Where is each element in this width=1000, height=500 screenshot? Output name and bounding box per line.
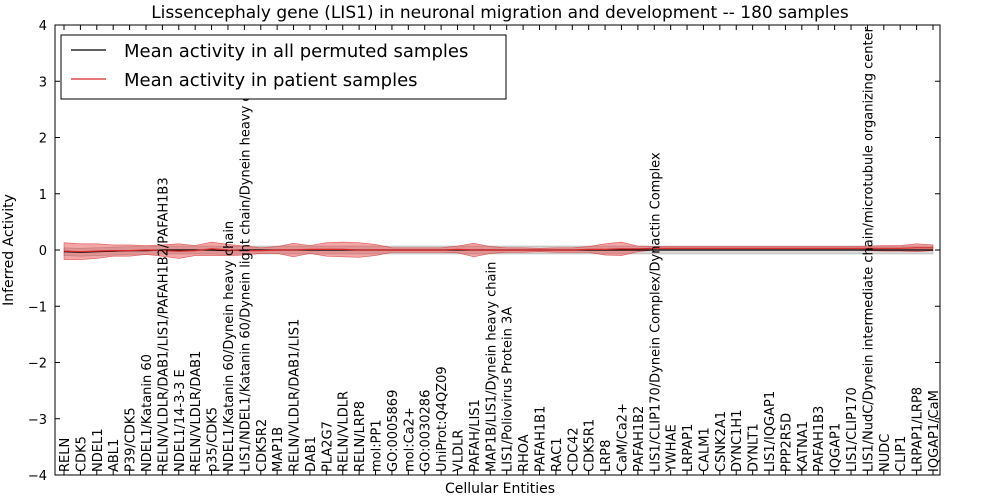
y-tick-label: 0 xyxy=(39,244,47,259)
x-tick-label: MAP1B xyxy=(271,427,286,472)
x-tick-label: VLDLR xyxy=(452,430,467,472)
x-tick-label: RELN/VLDLR/DAB1/LIS1/PAFAH1B2/PAFAH1B3 xyxy=(156,177,171,472)
x-tick-label: IQGAP1/CaM xyxy=(927,390,942,472)
series-lines xyxy=(63,247,933,253)
x-tick-label: p35/CDK5 xyxy=(206,407,221,472)
x-tick-label: PAFAH1B1 xyxy=(533,406,548,472)
x-tick-label: DAB1 xyxy=(304,436,319,472)
x-tick-label: NDEL1/Katanin 60 xyxy=(140,354,155,472)
x-tick-label: PLA2G7 xyxy=(320,421,335,472)
x-tick-label: RELN/LRP8 xyxy=(353,401,368,472)
x-tick-label: DYNLT1 xyxy=(747,423,762,472)
y-tick-label: 1 xyxy=(39,188,47,203)
x-tick-label: LIS1/NDEL1/Katanin 60/Dynein light chain… xyxy=(238,66,253,472)
y-axis: −4 −3 −2 −1 0 1 2 3 4 xyxy=(28,19,940,484)
y-tick-label: 2 xyxy=(39,132,47,147)
x-tick-label: LIS1/CLIP170/Dynein Complex/Dynactin Com… xyxy=(648,152,663,472)
x-tick-label: RELN/VLDLR/DAB1 xyxy=(189,351,204,472)
x-axis: RELN CDK5 NDEL1 ABL1 P39/CDK5 NDEL1/Katanin 6… xyxy=(58,25,942,475)
x-tick-label: PAFAH1B2 xyxy=(632,406,647,472)
x-tick-label: GO:0005869 xyxy=(386,390,401,472)
x-tick-label: CLIP1 xyxy=(894,436,909,472)
x-tick-label: RHOA xyxy=(517,434,532,472)
y-tick-label: 4 xyxy=(39,19,47,34)
x-tick-label: CaM/Ca2+ xyxy=(615,403,630,472)
legend: Mean activity in all permuted samples Me… xyxy=(60,34,507,100)
x-tick-label: LRPAP1/LRP8 xyxy=(911,387,926,472)
x-tick-label: LIS1/CLIP170 xyxy=(845,387,860,472)
y-tick-label: −3 xyxy=(28,413,47,428)
x-tick-label: YWHAE xyxy=(665,424,680,473)
x-tick-label: NDEL1/14-3-3 E xyxy=(173,369,188,472)
x-tick-label: RELN/VLDLR/DAB1/LIS1 xyxy=(288,319,303,472)
x-tick-label: UniProt:Q4QZ09 xyxy=(435,366,450,472)
x-tick-label: NUDC xyxy=(878,434,893,472)
x-tick-label: CDK5R1 xyxy=(583,419,598,472)
x-tick-label: MAP1B/LIS1/Dynein heavy chain xyxy=(484,262,499,472)
x-tick-label: PAFAH/LIS1 xyxy=(468,399,483,472)
legend-label-permuted: Mean activity in all permuted samples xyxy=(124,41,468,62)
x-tick-label: LIS1/IQGAP1 xyxy=(763,391,778,472)
x-tick-label: IQGAP1 xyxy=(829,423,844,472)
x-tick-label: CALM1 xyxy=(697,427,712,472)
x-tick-label: P39/CDK5 xyxy=(124,407,139,472)
y-tick-label: −4 xyxy=(28,469,47,484)
x-tick-label: PAFAH1B3 xyxy=(812,406,827,472)
x-tick-label: RELN xyxy=(58,438,73,472)
legend-label-patient: Mean activity in patient samples xyxy=(124,70,418,91)
x-tick-label: KATNA1 xyxy=(796,421,811,472)
legend-box xyxy=(60,34,507,100)
x-tick-label: mol:PP1 xyxy=(370,419,385,472)
y-tick-label: −2 xyxy=(28,357,47,372)
x-tick-label: DYNC1H1 xyxy=(730,410,745,472)
y-tick-label: −1 xyxy=(28,300,47,315)
y-axis-label: Inferred Activity xyxy=(1,194,17,306)
y-tick-label: 3 xyxy=(39,75,47,90)
x-tick-label: CDK5 xyxy=(74,436,89,472)
x-tick-label: LIS1/NudC/Dynein intermediate chain/micr… xyxy=(861,26,876,472)
x-tick-label: PPP2R5D xyxy=(779,413,794,472)
x-tick-label: CSNK2A1 xyxy=(714,411,729,472)
line-series-1 xyxy=(63,247,933,253)
x-tick-label: NDEL1/Katanin 60/Dynein heavy chain xyxy=(222,221,237,472)
x-tick-label: LRPAP1 xyxy=(681,424,696,472)
chart-title: Lissencephaly gene (LIS1) in neuronal mi… xyxy=(151,3,849,23)
x-tick-label: LRP8 xyxy=(599,440,614,472)
x-tick-label: GO:0030286 xyxy=(419,390,434,472)
x-tick-label: CDK5R2 xyxy=(255,419,270,472)
x-tick-label: RAC1 xyxy=(550,437,565,472)
x-tick-label: mol:Ca2+ xyxy=(402,407,417,472)
x-tick-label: CDC42 xyxy=(566,427,581,472)
x-tick-label: ABL1 xyxy=(107,439,122,472)
x-axis-label: Cellular Entities xyxy=(445,481,555,497)
x-tick-label: LIS1/Poliovirus Protein 3A xyxy=(501,307,516,472)
x-tick-label: NDEL1 xyxy=(91,429,106,472)
x-tick-label: RELN/VLDLR xyxy=(337,391,352,472)
